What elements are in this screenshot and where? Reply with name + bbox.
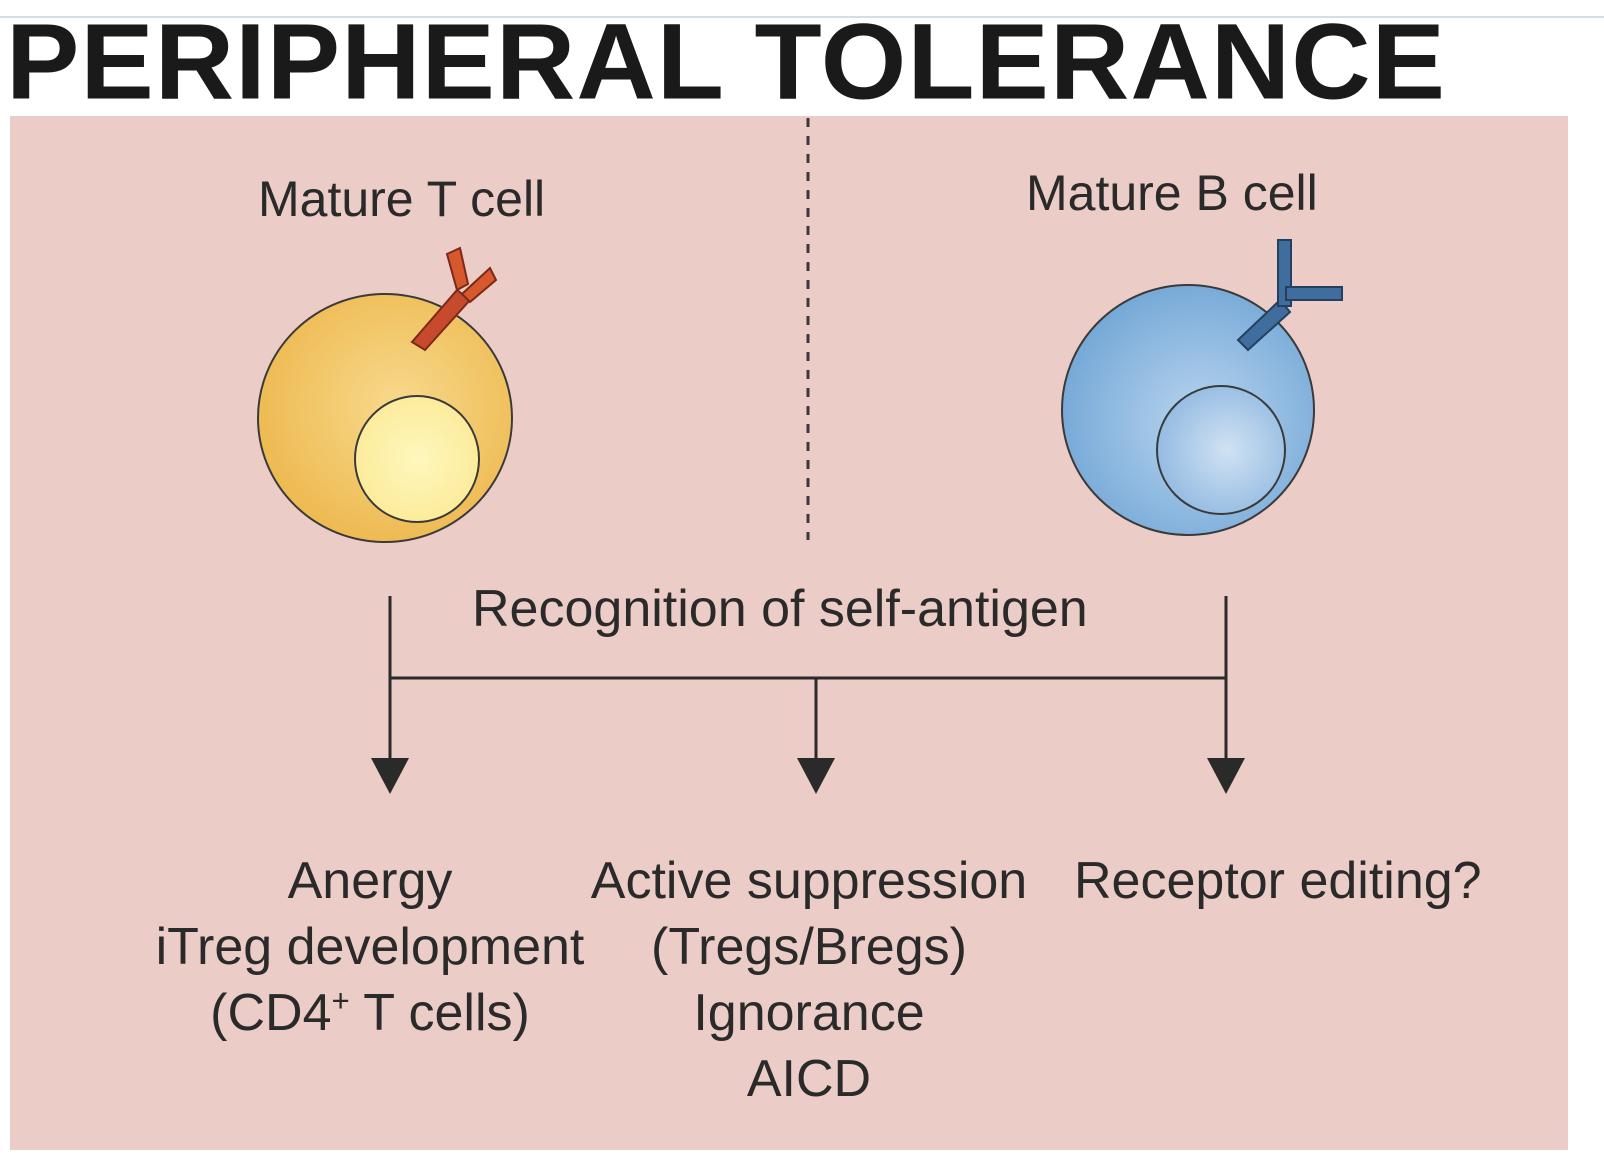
outcome-left-line-1: Anergy [287, 852, 453, 910]
top-rule [0, 16, 1604, 18]
trigger-label: Recognition of self-antigen [472, 580, 1088, 638]
t-cell-receptor-icon [410, 246, 498, 352]
outcome-right: Receptor editing? [1074, 848, 1482, 914]
outcome-right-line-1: Receptor editing? [1074, 852, 1482, 910]
outcome-middle-line-1: Active suppression [590, 852, 1028, 910]
outcome-middle-line-2: (Tregs/Bregs) [651, 918, 967, 976]
arrow-head-right [1207, 758, 1245, 794]
arrow-head-left [371, 758, 409, 794]
t-cell-label: Mature T cell [258, 171, 546, 227]
outcome-middle-line-3: Ignorance [693, 984, 925, 1042]
outcome-left-line-3: (CD4+ T cells) [210, 983, 530, 1042]
arrow-head-middle [797, 758, 835, 794]
b-cell-receptor-icon [1236, 239, 1343, 352]
t-cell-icon [257, 293, 513, 543]
b-cell-label: Mature B cell [1026, 165, 1318, 221]
outcome-middle: Active suppression (Tregs/Bregs) Ignoran… [566, 848, 1052, 1112]
recognition-connectors [388, 596, 1228, 768]
outcome-left-line-2: iTreg development [155, 918, 585, 976]
page-title: PERIPHERAL TOLERANCE [6, 1, 1447, 122]
outcome-left: Anergy iTreg development (CD4+ T cells) [120, 848, 620, 1046]
outcome-middle-line-4: AICD [746, 1050, 872, 1108]
